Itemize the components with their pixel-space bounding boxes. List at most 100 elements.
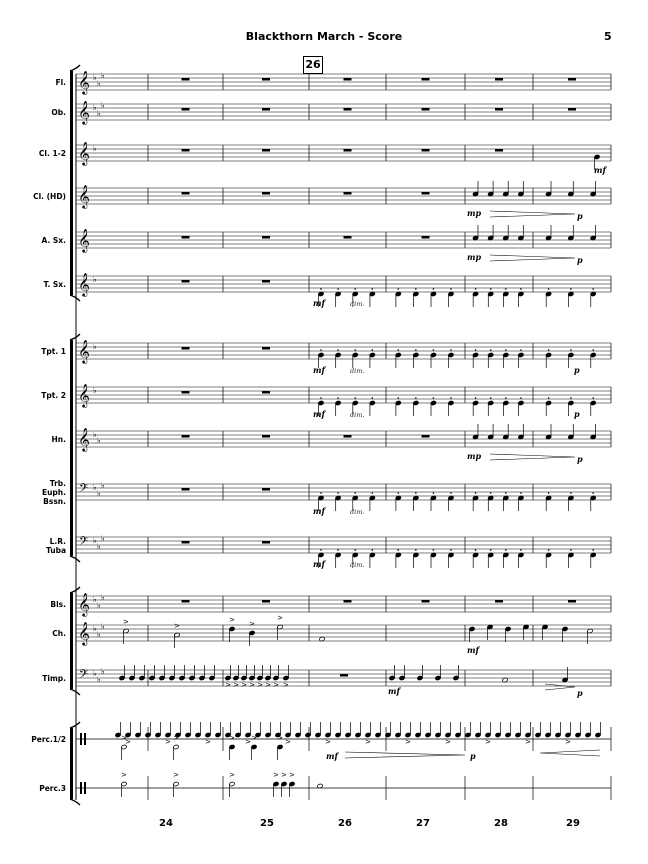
note <box>185 722 191 738</box>
svg-text:>: > <box>277 734 283 742</box>
note <box>319 636 325 642</box>
note <box>412 288 419 307</box>
note <box>567 424 574 440</box>
treble-clef-icon: 𝄞 <box>78 141 90 166</box>
note: > <box>285 722 291 746</box>
note: > <box>165 722 171 746</box>
note <box>590 424 597 440</box>
staff-15 <box>75 776 612 800</box>
whole-rest <box>262 600 270 603</box>
whole-rest <box>181 600 190 603</box>
note <box>487 225 494 241</box>
note <box>590 549 597 568</box>
svg-text:>: > <box>283 681 289 689</box>
svg-text:>: > <box>174 622 180 630</box>
note <box>209 665 215 681</box>
note <box>318 397 324 416</box>
note: > <box>233 665 239 689</box>
treble-clef-icon: 𝄞 <box>78 70 90 95</box>
svg-text:>: > <box>265 681 271 689</box>
note <box>369 288 376 307</box>
note <box>355 722 361 738</box>
note <box>395 549 402 568</box>
note <box>318 349 324 368</box>
note <box>435 722 441 738</box>
note <box>135 722 141 738</box>
note <box>517 181 524 197</box>
note <box>469 626 475 642</box>
svg-text:>: > <box>257 681 263 689</box>
svg-text:>: > <box>233 681 239 689</box>
note <box>215 722 221 738</box>
flat-icon: ♭ <box>101 667 105 676</box>
staff-6: 𝄞 ♭ <box>76 339 612 364</box>
note: > <box>121 734 127 760</box>
svg-text:>: > <box>229 616 235 624</box>
note <box>590 181 597 197</box>
note <box>412 397 419 416</box>
flat-icon: ♭ <box>93 342 97 351</box>
treble-clef-icon: 𝄞 <box>78 100 90 125</box>
dynamic-mark: p <box>577 688 583 698</box>
flat-icon: ♭ <box>93 430 97 439</box>
whole-rest <box>181 541 190 544</box>
note <box>295 722 301 738</box>
note: > <box>251 734 257 760</box>
note <box>472 181 479 197</box>
dim-text: dim. <box>350 367 364 375</box>
dynamic-mark: mf <box>467 645 480 655</box>
note <box>318 288 324 307</box>
note: > <box>229 771 235 797</box>
note <box>465 722 471 738</box>
flat-icon: ♭ <box>97 109 101 118</box>
note <box>472 492 479 511</box>
dynamic-mark: p <box>470 751 476 761</box>
note <box>590 225 597 241</box>
svg-text:>: > <box>565 738 571 746</box>
note: > <box>173 771 179 797</box>
whole-rest <box>568 78 576 81</box>
flat-icon: ♭ <box>93 624 97 633</box>
note <box>595 722 601 738</box>
decrescendo-hairpin <box>344 751 466 759</box>
percussion-clef-icon <box>80 782 82 794</box>
whole-rest <box>343 78 352 81</box>
note <box>472 288 479 307</box>
note <box>369 397 376 416</box>
note <box>352 492 359 511</box>
note: > <box>525 722 531 746</box>
dynamic-mark: mp <box>467 451 481 461</box>
staff-3: 𝄞 <box>76 184 612 209</box>
measure-number: 27 <box>416 818 430 829</box>
note: > <box>123 618 129 644</box>
note <box>255 722 261 738</box>
flat-icon: ♭ <box>93 103 97 112</box>
note: > <box>485 722 491 746</box>
flat-icon: ♭ <box>93 483 97 492</box>
note <box>502 288 509 307</box>
note <box>335 288 342 307</box>
flat-icon: ♭ <box>97 675 101 684</box>
dim-text: dim. <box>350 300 364 308</box>
measure-number: 29 <box>566 818 580 829</box>
note <box>502 492 509 511</box>
svg-text:>: > <box>125 738 131 746</box>
note <box>567 225 574 241</box>
dynamic-mark: mf <box>313 506 326 516</box>
whole-rest <box>181 435 190 438</box>
note <box>415 722 421 738</box>
svg-text:>: > <box>289 771 295 779</box>
whole-rest <box>495 78 503 81</box>
whole-rest <box>568 600 576 603</box>
bass-clef-icon: 𝄢 <box>79 482 88 498</box>
treble-clef-icon: 𝄞 <box>78 272 90 297</box>
whole-rest <box>262 435 270 438</box>
flat-icon: ♭ <box>97 542 101 551</box>
measure-number: 26 <box>338 818 352 829</box>
instrument-label: Timp. <box>42 674 66 683</box>
dynamic-mark: mf <box>313 298 326 308</box>
flat-icon: ♭ <box>93 536 97 545</box>
dynamic-mark: p <box>577 454 583 464</box>
measure-number: 24 <box>159 818 173 829</box>
flat-icon: ♭ <box>93 595 97 604</box>
